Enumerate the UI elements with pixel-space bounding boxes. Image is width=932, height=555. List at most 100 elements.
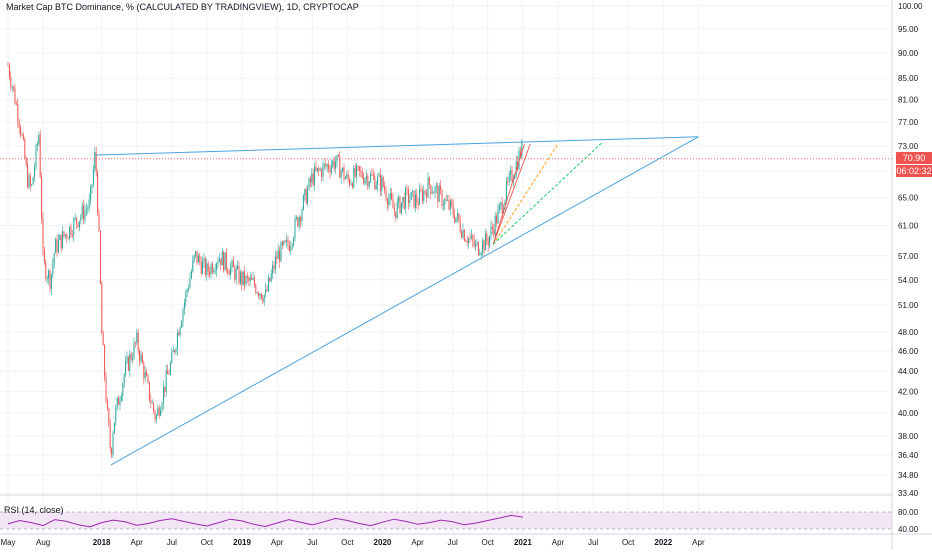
- candle-body: [25, 158, 27, 165]
- candle-body: [225, 252, 227, 270]
- candle-body: [206, 263, 208, 275]
- candle-body: [428, 177, 430, 185]
- candle-body: [426, 192, 428, 198]
- candle-body: [468, 238, 470, 243]
- candle-body: [108, 408, 110, 425]
- candle-body: [354, 167, 356, 177]
- candle-body: [312, 173, 314, 185]
- candle-body: [329, 169, 331, 173]
- candle-body: [283, 240, 285, 245]
- candle-body: [270, 273, 272, 282]
- candle-body: [391, 193, 393, 200]
- candle-body: [515, 161, 517, 176]
- candle-body: [34, 166, 36, 178]
- candle-body: [344, 177, 346, 180]
- candle-body: [521, 140, 523, 158]
- candle-body: [85, 209, 87, 211]
- candle-body: [469, 238, 471, 239]
- candle-body: [393, 208, 395, 212]
- y-axis-tick: 61.00: [898, 222, 919, 231]
- chart-title: Market Cap BTC Dominance, % (CALCULATED …: [6, 2, 359, 12]
- candle-body: [301, 209, 303, 222]
- candle-body: [118, 397, 120, 405]
- candle-body: [407, 189, 409, 204]
- candle-body: [73, 219, 75, 236]
- candle-body: [353, 167, 355, 188]
- candle-body: [501, 202, 503, 213]
- candle-body: [307, 188, 309, 204]
- candle-body: [381, 177, 383, 191]
- candle-body: [38, 134, 40, 145]
- candle-body: [364, 178, 366, 184]
- candle-body: [497, 209, 499, 224]
- candle-body: [454, 214, 456, 223]
- x-axis-tick: Jul: [307, 538, 317, 547]
- candle-body: [94, 152, 96, 170]
- candle-body: [400, 202, 402, 213]
- candle-body: [125, 361, 127, 375]
- candle-body: [298, 216, 300, 227]
- candle-body: [66, 234, 68, 239]
- y-axis-tick: 33.40: [898, 489, 919, 498]
- candle-body: [174, 350, 176, 353]
- candle-body: [196, 251, 198, 263]
- candle-body: [255, 285, 257, 294]
- candle-body: [452, 205, 454, 215]
- candle-body: [35, 145, 37, 167]
- candle-body: [165, 370, 167, 392]
- candle-body: [161, 403, 163, 411]
- candle-body: [101, 282, 103, 335]
- candle-body: [335, 161, 337, 169]
- candle-body: [109, 424, 111, 449]
- candle-body: [321, 169, 323, 177]
- candle-body: [511, 170, 513, 182]
- candle-body: [41, 177, 43, 219]
- candle-body: [249, 277, 251, 281]
- candle-body: [496, 215, 498, 224]
- candle-body: [367, 175, 369, 187]
- candle-body: [297, 217, 299, 227]
- x-axis-tick: Oct: [622, 538, 635, 547]
- y-axis-tick: 51.00: [898, 301, 919, 310]
- candle-body: [475, 243, 477, 247]
- candle-body: [155, 415, 157, 420]
- candle-body: [106, 401, 108, 409]
- candle-body: [444, 199, 446, 206]
- y-axis-tick: 54.00: [898, 276, 919, 285]
- x-axis-tick: Apr: [411, 538, 424, 547]
- candle-body: [504, 200, 506, 209]
- candle-body: [486, 233, 488, 242]
- candle-body: [379, 174, 381, 191]
- candle-body: [139, 350, 141, 361]
- candle-body: [309, 178, 311, 183]
- y-axis-tick: 36.40: [898, 451, 919, 460]
- candle-body: [151, 402, 153, 404]
- candle-body: [413, 190, 415, 208]
- candle-body: [154, 411, 156, 420]
- candle-body: [178, 332, 180, 336]
- candle-body: [232, 260, 234, 268]
- candle-body: [434, 186, 436, 193]
- candle-body: [286, 239, 288, 242]
- y-axis-tick: 90.00: [898, 49, 919, 58]
- candle-body: [80, 216, 82, 221]
- candle-body: [342, 167, 344, 171]
- x-axis-tick: Apr: [692, 538, 705, 547]
- candle-body: [347, 174, 349, 180]
- candle-body: [62, 231, 64, 249]
- candle-body: [419, 189, 421, 205]
- candle-body: [213, 270, 215, 273]
- candle-body: [8, 65, 10, 77]
- candle-body: [235, 268, 237, 280]
- candle-body: [377, 176, 379, 186]
- candle-body: [315, 166, 317, 171]
- candle-body: [223, 252, 225, 271]
- candle-body: [382, 177, 384, 187]
- candle-body: [438, 185, 440, 202]
- candle-body: [21, 134, 23, 136]
- candle-body: [244, 271, 246, 285]
- candle-body: [43, 250, 45, 262]
- trend-line: [110, 136, 699, 466]
